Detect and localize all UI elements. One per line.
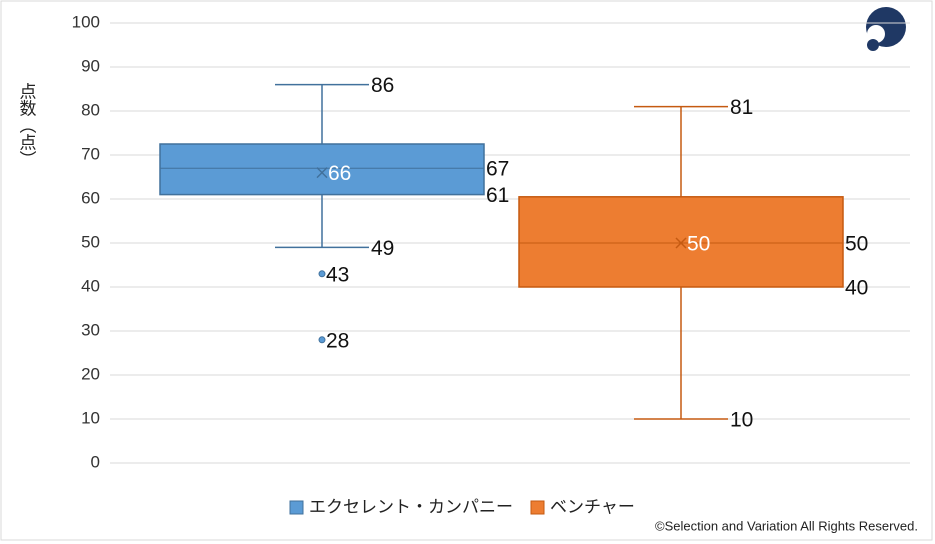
data-label: 50 [687,233,710,256]
data-label: 43 [326,263,349,286]
legend-label: エクセレント・カンパニー [309,497,513,516]
data-label: 86 [371,74,394,97]
y-axis-label: 点数（点） [17,82,37,167]
legend-swatch [289,500,304,515]
legend-swatch [530,500,545,515]
data-label: 49 [371,237,394,260]
mean-marker [675,237,687,249]
box [159,143,485,196]
y-tick-label: 50 [81,232,100,251]
y-tick-label: 30 [81,320,100,339]
legend-label: ベンチャー [550,497,635,516]
y-tick-label: 20 [81,364,100,383]
data-label: 50 [845,233,868,256]
y-tick-label: 60 [81,188,100,207]
y-tick-label: 40 [81,276,100,295]
y-tick-label: 90 [81,56,100,75]
data-label: 81 [730,96,753,119]
data-label: 28 [326,329,349,352]
y-tick-label: 80 [81,100,100,119]
box [518,196,844,288]
data-label: 40 [845,277,868,300]
data-label: 67 [486,158,509,181]
y-tick-label: 70 [81,144,100,163]
outlier [318,336,326,344]
logo [866,7,906,51]
mean-marker [316,167,328,179]
outlier [318,270,326,278]
data-label: 61 [486,184,509,207]
data-label: 10 [730,409,753,432]
data-label: 66 [328,162,351,185]
copyright: ©Selection and Variation All Rights Rese… [655,518,918,533]
y-tick-label: 100 [72,12,100,31]
y-tick-label: 10 [81,408,100,427]
y-tick-label: 0 [91,452,100,471]
